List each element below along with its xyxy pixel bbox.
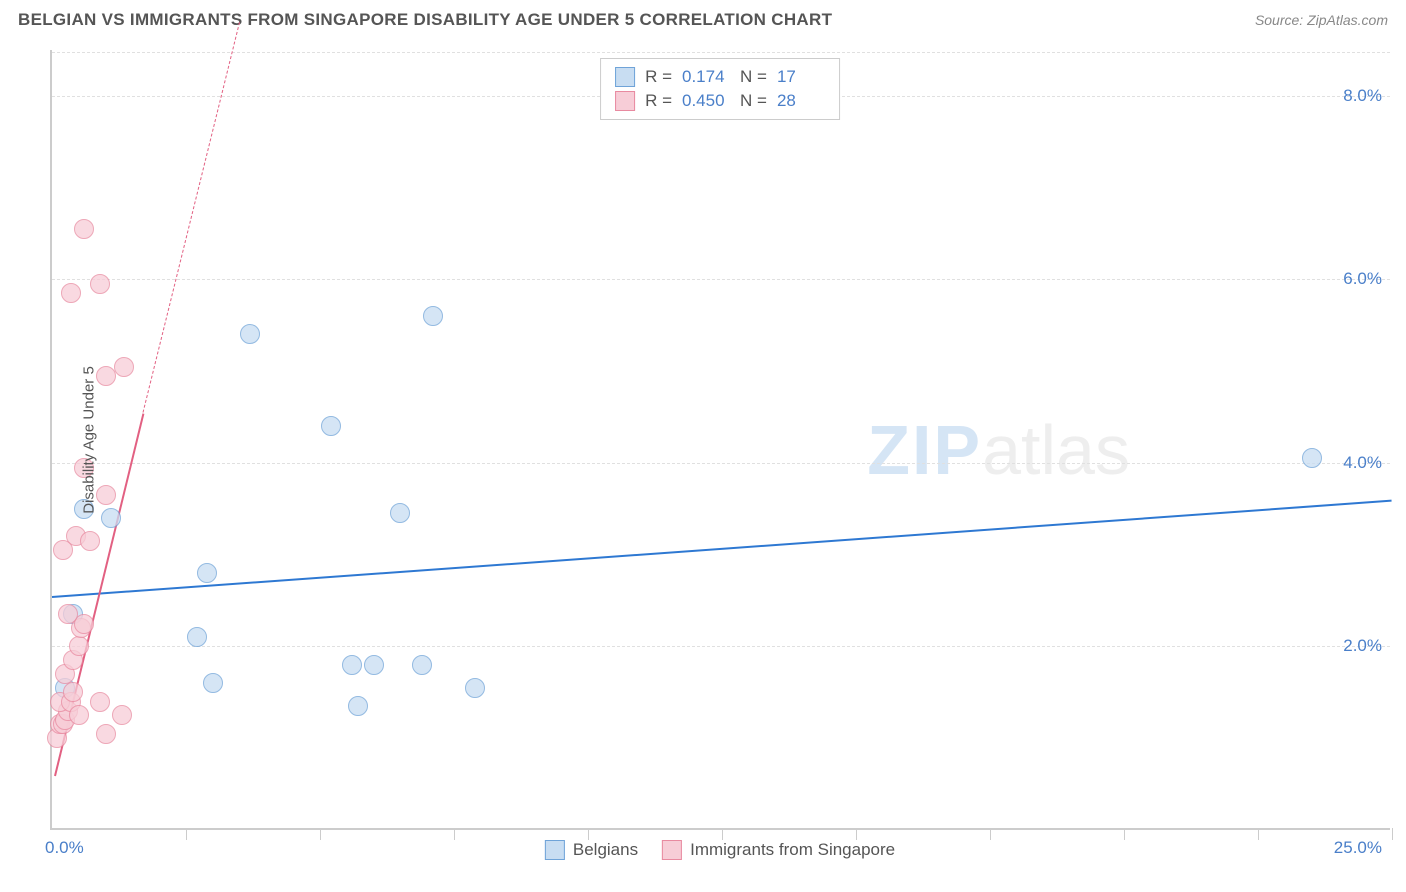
grid-line [52, 463, 1390, 464]
legend-item: Immigrants from Singapore [662, 840, 895, 860]
data-point [112, 705, 132, 725]
grid-line [52, 52, 1390, 53]
trend-line [52, 500, 1392, 598]
x-tick [454, 828, 455, 840]
legend-swatch [615, 91, 635, 111]
x-tick [1392, 828, 1393, 840]
x-tick [588, 828, 589, 840]
n-label: N = [740, 91, 767, 111]
watermark: ZIPatlas [867, 410, 1130, 490]
legend-label: Belgians [573, 840, 638, 860]
chart-title: BELGIAN VS IMMIGRANTS FROM SINGAPORE DIS… [18, 10, 832, 30]
bottom-legend: Belgians Immigrants from Singapore [545, 840, 895, 860]
x-tick [1124, 828, 1125, 840]
data-point [390, 503, 410, 523]
header: BELGIAN VS IMMIGRANTS FROM SINGAPORE DIS… [0, 0, 1406, 36]
n-label: N = [740, 67, 767, 87]
grid-line [52, 279, 1390, 280]
data-point [101, 508, 121, 528]
data-point [96, 724, 116, 744]
n-value: 17 [777, 67, 825, 87]
data-point [197, 563, 217, 583]
data-point [412, 655, 432, 675]
legend-label: Immigrants from Singapore [690, 840, 895, 860]
data-point [80, 531, 100, 551]
legend-swatch [662, 840, 682, 860]
data-point [90, 692, 110, 712]
data-point [321, 416, 341, 436]
data-point [58, 604, 78, 624]
x-tick [856, 828, 857, 840]
legend-swatch [615, 67, 635, 87]
trend-line [143, 23, 240, 413]
data-point [423, 306, 443, 326]
data-point [90, 274, 110, 294]
x-max-label: 25.0% [1334, 838, 1382, 858]
data-point [240, 324, 260, 344]
data-point [1302, 448, 1322, 468]
grid-line [52, 646, 1390, 647]
data-point [114, 357, 134, 377]
data-point [69, 636, 89, 656]
plot-area: ZIPatlas 2.0% 4.0% 6.0% 8.0% [50, 50, 1390, 830]
source-attribution: Source: ZipAtlas.com [1255, 12, 1388, 28]
data-point [348, 696, 368, 716]
data-point [53, 540, 73, 560]
data-point [342, 655, 362, 675]
x-tick [722, 828, 723, 840]
legend-item: Belgians [545, 840, 638, 860]
y-tick-label: 8.0% [1343, 86, 1382, 106]
stats-row: R = 0.450 N = 28 [615, 89, 825, 113]
y-tick-label: 6.0% [1343, 269, 1382, 289]
x-tick [186, 828, 187, 840]
x-tick [1258, 828, 1259, 840]
r-label: R = [645, 91, 672, 111]
n-value: 28 [777, 91, 825, 111]
data-point [63, 682, 83, 702]
data-point [203, 673, 223, 693]
data-point [187, 627, 207, 647]
y-tick-label: 2.0% [1343, 636, 1382, 656]
chart-container: ZIPatlas 2.0% 4.0% 6.0% 8.0% Disability Age… [50, 50, 1390, 830]
legend-swatch [545, 840, 565, 860]
watermark-part1: ZIP [867, 411, 982, 489]
watermark-part2: atlas [982, 411, 1130, 489]
x-min-label: 0.0% [45, 838, 84, 858]
x-tick [320, 828, 321, 840]
r-value: 0.174 [682, 67, 730, 87]
y-axis-label: Disability Age Under 5 [80, 366, 97, 514]
r-value: 0.450 [682, 91, 730, 111]
y-tick-label: 4.0% [1343, 453, 1382, 473]
data-point [69, 705, 89, 725]
data-point [364, 655, 384, 675]
stats-legend: R = 0.174 N = 17 R = 0.450 N = 28 [600, 58, 840, 120]
stats-row: R = 0.174 N = 17 [615, 65, 825, 89]
data-point [96, 485, 116, 505]
x-tick [990, 828, 991, 840]
data-point [465, 678, 485, 698]
data-point [96, 366, 116, 386]
r-label: R = [645, 67, 672, 87]
data-point [74, 219, 94, 239]
data-point [61, 283, 81, 303]
